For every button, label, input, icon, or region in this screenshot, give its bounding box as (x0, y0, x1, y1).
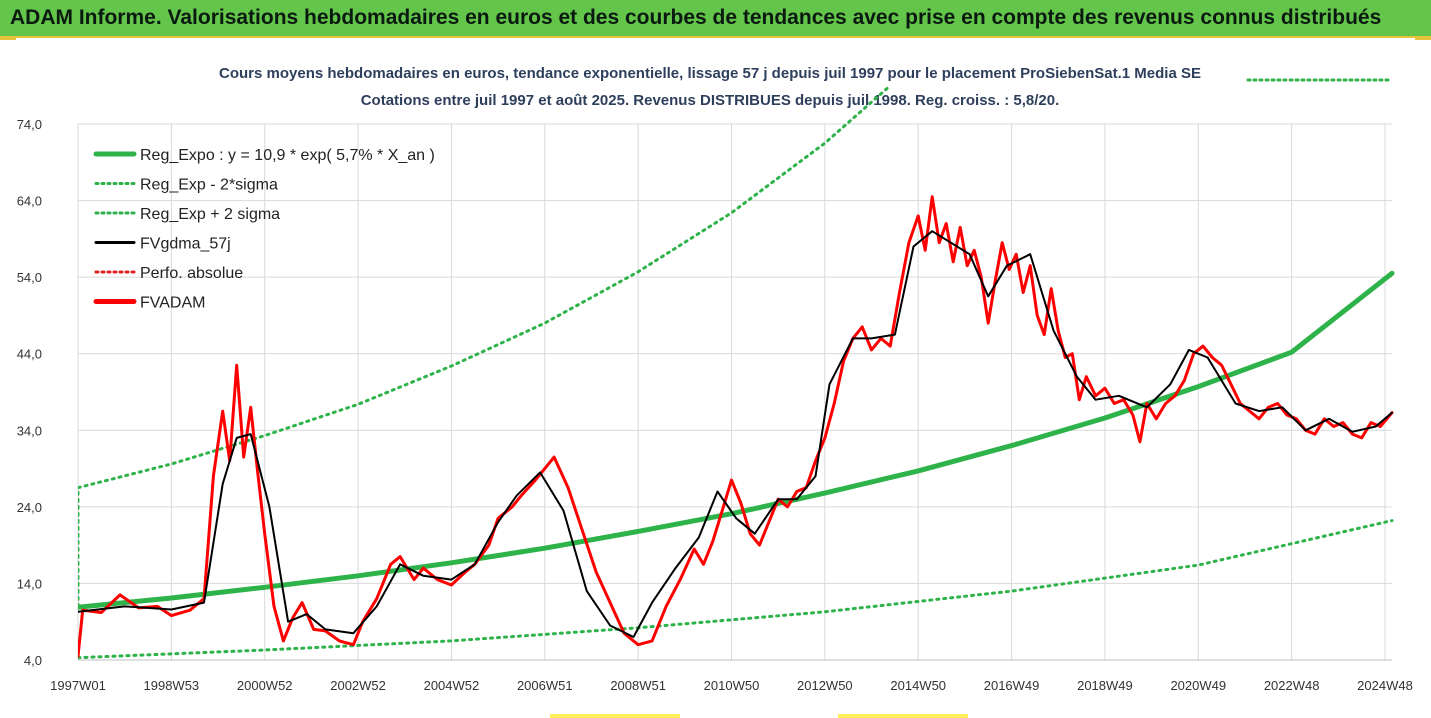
y-axis-ticks: 4,0 14,0 24,0 34,0 44,0 54,0 64,0 74,0 (17, 117, 42, 668)
chart-title-line1: Cours moyens hebdomadaires en euros, ten… (219, 65, 1201, 82)
corner-mark-left (0, 38, 16, 41)
y-tick-label: 44,0 (17, 347, 42, 362)
title-banner: ADAM Informe. Valorisations hebdomadaire… (0, 0, 1431, 38)
grid (77, 123, 1392, 661)
legend-label: Reg_Expo : y = 10,9 * exp( 5,7% * X_an ) (140, 147, 435, 164)
x-tick-label: 1997W01 (50, 678, 106, 693)
x-tick-label: 2022W48 (1264, 678, 1320, 693)
x-tick-label: 2002W52 (330, 678, 386, 693)
y-tick-label: 4,0 (24, 653, 42, 668)
chart-background (0, 40, 1431, 714)
legend-label: Reg_Exp - 2*sigma (140, 177, 278, 194)
x-tick-label: 2000W52 (237, 678, 293, 693)
chart-area: Cours moyens hebdomadaires en euros, ten… (0, 40, 1431, 714)
legend-label: Reg_Exp + 2 sigma (140, 206, 280, 223)
series-reg-expo (78, 270, 1395, 610)
corner-mark-right (1415, 38, 1431, 41)
x-tick-label: 2024W48 (1357, 678, 1413, 693)
x-tick-label: 1998W53 (144, 678, 200, 693)
y-tick-label: 34,0 (17, 423, 42, 438)
x-tick-label: 2018W49 (1077, 678, 1133, 693)
x-tick-label: 2004W52 (424, 678, 480, 693)
bottom-bar-right (838, 714, 968, 718)
plot-series (78, 84, 1395, 660)
x-tick-label: 2012W50 (797, 678, 853, 693)
x-tick-label: 2010W50 (704, 678, 760, 693)
y-tick-label: 64,0 (17, 194, 42, 209)
y-tick-label: 14,0 (17, 576, 42, 591)
series-fvadam (78, 195, 1394, 658)
series-reg-exp-plus-2-sigma (78, 84, 892, 608)
legend: Reg_Expo : y = 10,9 * exp( 5,7% * X_an )… (93, 147, 435, 312)
y-tick-label: 54,0 (17, 270, 42, 285)
chart-title-line2: Cotations entre juil 1997 et août 2025. … (361, 92, 1060, 109)
x-tick-label: 2008W51 (610, 678, 666, 693)
bottom-bar-left (550, 714, 680, 718)
x-tick-label: 2006W51 (517, 678, 573, 693)
x-tick-label: 2014W50 (890, 678, 946, 693)
series-fvgdma-57j (78, 230, 1393, 638)
x-axis-ticks: 1997W01 1998W53 2000W52 2002W52 2004W52 2006W… (50, 678, 1413, 693)
x-tick-label: 2020W49 (1170, 678, 1226, 693)
legend-label: FVADAM (140, 295, 205, 312)
legend-label: FVgdma_57j (140, 236, 231, 253)
y-tick-label: 24,0 (17, 500, 42, 515)
series-reg-exp-minus-2-sigma (78, 519, 1394, 660)
x-tick-label: 2016W49 (984, 678, 1040, 693)
legend-label: Perfo. absolue (140, 265, 243, 282)
banner-title: ADAM Informe. Valorisations hebdomadaire… (10, 6, 1382, 29)
y-tick-label: 74,0 (17, 117, 42, 132)
